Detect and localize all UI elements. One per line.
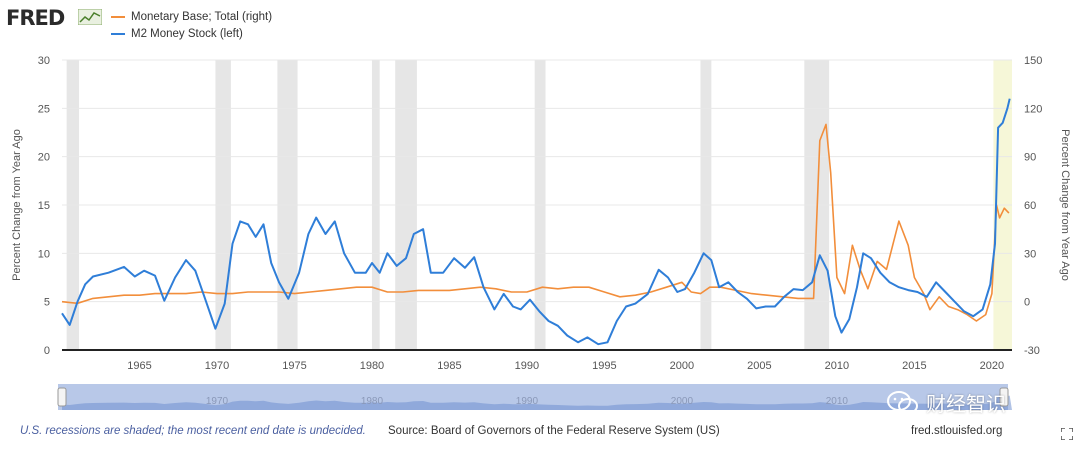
y-left-tick-label: 25 bbox=[38, 103, 50, 115]
x-tick-label: 1965 bbox=[127, 360, 151, 372]
navigator-area bbox=[62, 395, 1012, 410]
series-line-monetary-base bbox=[61, 123, 1010, 322]
legend-item-m2[interactable]: M2 Money Stock (left) bbox=[111, 28, 243, 40]
y-right-tick-label: 60 bbox=[1024, 200, 1036, 212]
wechat-icon bbox=[887, 390, 918, 414]
y-left-tick-label: 5 bbox=[44, 297, 50, 309]
x-tick-label: 2015 bbox=[902, 360, 926, 372]
x-tick-label: 1975 bbox=[282, 360, 306, 372]
x-tick-label: 1995 bbox=[592, 360, 616, 372]
x-tick-label: 1985 bbox=[437, 360, 461, 372]
legend-swatch-m2 bbox=[111, 33, 125, 35]
navigator-tick-label: 1980 bbox=[361, 396, 384, 407]
navigator-tick-label: 1990 bbox=[516, 396, 539, 407]
fred-logo-text: FRED bbox=[6, 6, 65, 30]
y-right-tick-label: 0 bbox=[1024, 297, 1030, 309]
y-right-tick-label: 90 bbox=[1024, 152, 1036, 164]
legend-item-monetary-base[interactable]: Monetary Base; Total (right) bbox=[111, 11, 272, 23]
source-url[interactable]: fred.stlouisfed.org bbox=[911, 425, 1003, 437]
navigator-handle-left[interactable] bbox=[57, 387, 67, 407]
source-text: Source: Board of Governors of the Federa… bbox=[388, 425, 720, 437]
watermark: 财经智识 bbox=[886, 388, 1006, 417]
y-left-axis-title: Percent Change from Year Ago bbox=[11, 129, 23, 281]
series-line-m2 bbox=[61, 98, 1011, 346]
fullscreen-icon[interactable] bbox=[1061, 428, 1073, 440]
legend-swatch-monetary-base bbox=[111, 16, 125, 18]
legend-label-monetary-base: Monetary Base; Total (right) bbox=[131, 11, 273, 23]
y-left-tick-label: 20 bbox=[38, 152, 50, 164]
y-left-tick-label: 30 bbox=[38, 55, 50, 67]
chart[interactable]: 0 5 10 15 20 25 30 -30 0 30 60 90 120 150 1965 1970 1975… bbox=[0, 0, 1080, 420]
x-tick-label: 1990 bbox=[515, 360, 539, 372]
x-tick-label: 1980 bbox=[360, 360, 384, 372]
x-tick-label: 2010 bbox=[825, 360, 849, 372]
watermark-text: 财经智识 bbox=[926, 392, 1006, 416]
fred-logo[interactable]: FRED bbox=[6, 6, 65, 30]
y-left-tick-label: 10 bbox=[38, 248, 50, 260]
recession-note: U.S. recessions are shaded; the most rec… bbox=[20, 425, 366, 437]
y-right-tick-label: 120 bbox=[1024, 103, 1042, 115]
y-left-tick-label: 0 bbox=[44, 345, 50, 357]
navigator-tick-label: 1970 bbox=[206, 396, 229, 407]
x-tick-label: 1970 bbox=[205, 360, 229, 372]
y-right-tick-label: 30 bbox=[1024, 248, 1036, 260]
x-tick-label: 2000 bbox=[670, 360, 694, 372]
navigator-handle-right[interactable] bbox=[999, 387, 1009, 407]
y-right-axis-title: Percent Change from Year Ago bbox=[1059, 129, 1071, 281]
fred-chart-icon bbox=[78, 9, 102, 25]
legend-label-m2: M2 Money Stock (left) bbox=[131, 28, 243, 40]
navigator-tick-label: 2010 bbox=[826, 396, 849, 407]
y-left-tick-label: 15 bbox=[38, 200, 50, 212]
y-right-tick-label: 150 bbox=[1024, 55, 1042, 67]
y-right-tick-label: -30 bbox=[1024, 345, 1040, 357]
x-tick-label: 2005 bbox=[747, 360, 771, 372]
x-tick-label: 2020 bbox=[980, 360, 1004, 372]
navigator-tick-label: 2000 bbox=[671, 396, 694, 407]
